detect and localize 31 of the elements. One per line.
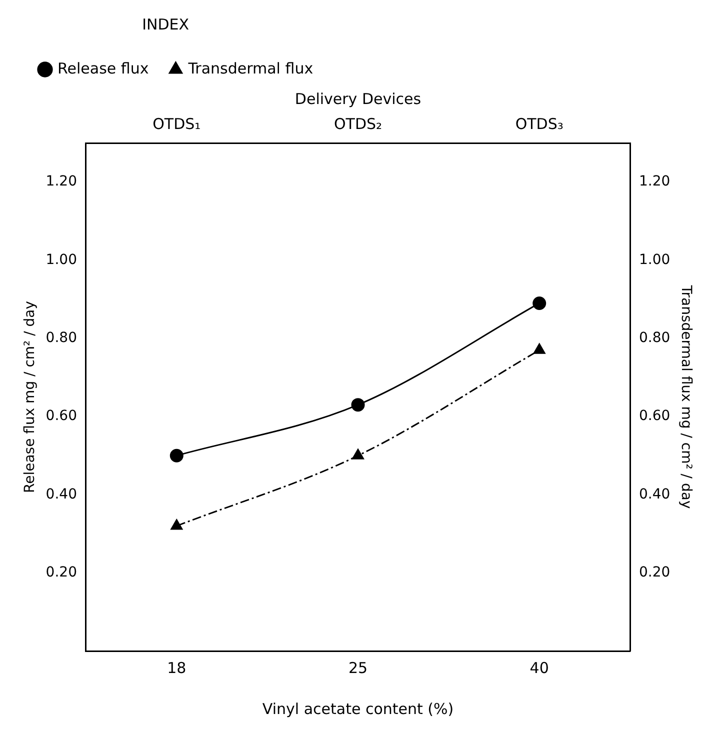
y-tick-label: 0.20	[46, 564, 77, 580]
y-tick-label: 1.00	[46, 252, 77, 268]
y2-tick-label: 0.60	[639, 408, 670, 424]
y2-tick-label: 1.00	[639, 252, 670, 268]
legend-title: INDEX	[142, 15, 190, 34]
x2-axis-title: Delivery Devices	[294, 90, 422, 108]
text: OTDS₃	[515, 114, 564, 133]
legend-label: Transdermal flux	[187, 59, 314, 78]
x-tick-label: 40	[530, 658, 549, 677]
point	[352, 448, 364, 460]
x-axis-title: Vinyl acetate content (%)	[262, 700, 454, 718]
y-tick-label: 0.60	[46, 408, 77, 424]
point	[170, 448, 184, 462]
y-axis-title: Release flux mg / cm² / day	[22, 300, 38, 494]
text: OTDS₂	[334, 114, 382, 133]
legend-label: Release flux	[58, 59, 149, 78]
point	[170, 519, 183, 530]
point	[351, 398, 365, 412]
x-tick-label: 25	[348, 658, 368, 677]
y-tick-label: 1.20	[46, 174, 77, 190]
y2-tick-label: 0.80	[639, 330, 670, 346]
y2-tick-label: 0.40	[639, 486, 670, 502]
y-tick-label: 0.40	[46, 486, 77, 502]
text: OTDS₁	[152, 114, 201, 133]
x-tick-label: 18	[167, 658, 186, 677]
y2-tick-label: 0.20	[639, 564, 670, 580]
point	[533, 343, 546, 354]
y2-axis-title: Transdermal flux mg / cm² / day	[678, 284, 694, 509]
point	[532, 296, 546, 310]
y2-tick-label: 1.20	[639, 174, 670, 190]
y-tick-label: 0.80	[46, 330, 77, 346]
